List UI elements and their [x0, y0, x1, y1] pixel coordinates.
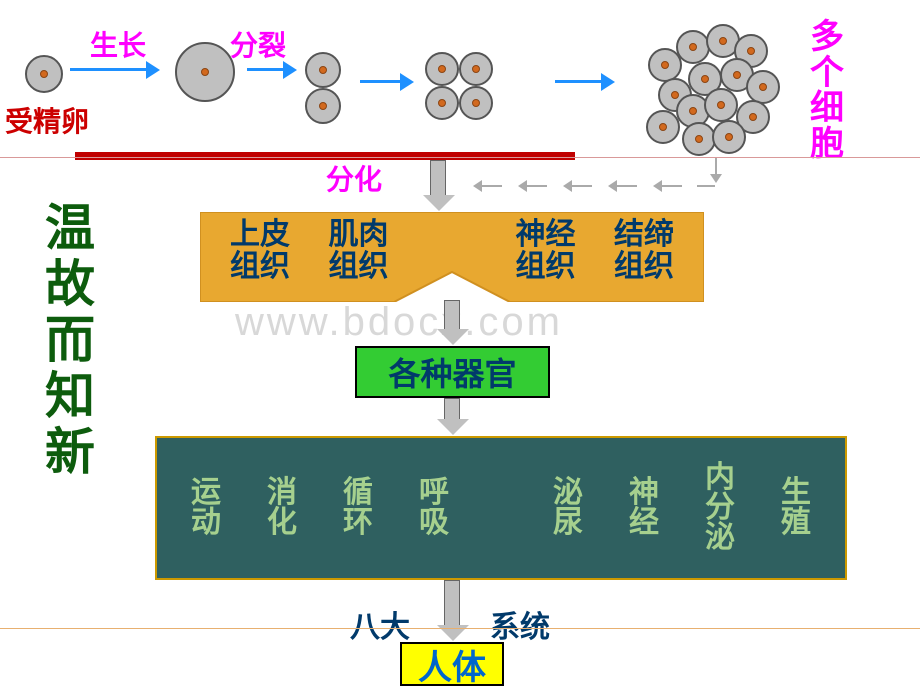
arrow-to-systems	[444, 398, 460, 422]
red-line	[75, 152, 575, 160]
sys-respiration: 呼吸	[419, 478, 449, 538]
arrow-diff-5	[660, 185, 682, 187]
label-growth: 生长	[90, 24, 146, 64]
cell-quad-4	[459, 86, 493, 120]
arrow-diff-3	[570, 185, 592, 187]
arrow-cluster-down	[715, 158, 717, 176]
label-eight-left: 八大	[350, 602, 410, 646]
human-body-box: 人体	[400, 642, 504, 686]
arrow-diff-1	[480, 185, 502, 187]
watermark: www.bdocx.com	[235, 300, 563, 345]
label-differentiation: 分化	[326, 158, 382, 198]
systems-box: 运动 消化 循环 呼吸 泌尿 神经 内分泌 生殖	[155, 436, 847, 580]
sys-reproduction: 生殖	[781, 478, 811, 538]
tissue-epithelial: 上皮组织	[230, 219, 290, 282]
organ-box: 各种器官	[355, 346, 550, 398]
review-phrase: 温 故 而 知 新	[45, 200, 95, 480]
cell-cluster	[640, 22, 780, 157]
thin-orange-line	[0, 628, 920, 629]
sys-digestion: 消化	[267, 478, 297, 538]
arrow-diff-4	[615, 185, 637, 187]
arrow-to-organ	[444, 300, 460, 332]
tissue-muscle: 肌肉组织	[329, 219, 389, 282]
cell-pair-2	[305, 88, 341, 124]
label-many-cells: 多 个 细 胞	[810, 20, 844, 163]
cell-egg	[25, 55, 63, 93]
cell-quad-2	[459, 52, 493, 86]
human-body-label: 人体	[418, 640, 486, 689]
tissue-connective: 结缔组织	[614, 219, 674, 282]
sys-endocrine: 内分泌	[705, 463, 735, 553]
organ-label: 各种器官	[388, 349, 516, 395]
arrow-diff-tail	[697, 185, 715, 187]
tissue-nerve: 神经组织	[516, 219, 576, 282]
cell-quad-3	[425, 86, 459, 120]
label-eight-right: 系统	[490, 602, 550, 646]
cell-pair-1	[305, 52, 341, 88]
sys-urinary: 泌尿	[553, 478, 583, 538]
arrow-to-body	[444, 580, 460, 628]
arrow-division-3	[555, 80, 605, 83]
sys-nervous: 神经	[629, 478, 659, 538]
cell-large	[175, 42, 235, 102]
sys-movement: 运动	[191, 478, 221, 538]
label-fertilized-egg: 受精卵	[5, 100, 89, 140]
tissue-box: 上皮组织 肌肉组织 神经组织 结缔组织	[200, 212, 704, 302]
arrow-to-tissue	[430, 160, 446, 198]
arrow-diff-2	[525, 185, 547, 187]
label-division: 分裂	[230, 24, 286, 64]
cell-quad-1	[425, 52, 459, 86]
sys-circulation: 循环	[343, 478, 373, 538]
arrow-growth	[70, 68, 150, 71]
thin-red-line	[0, 157, 920, 158]
arrow-division-1	[247, 68, 287, 71]
arrow-division-2	[360, 80, 404, 83]
